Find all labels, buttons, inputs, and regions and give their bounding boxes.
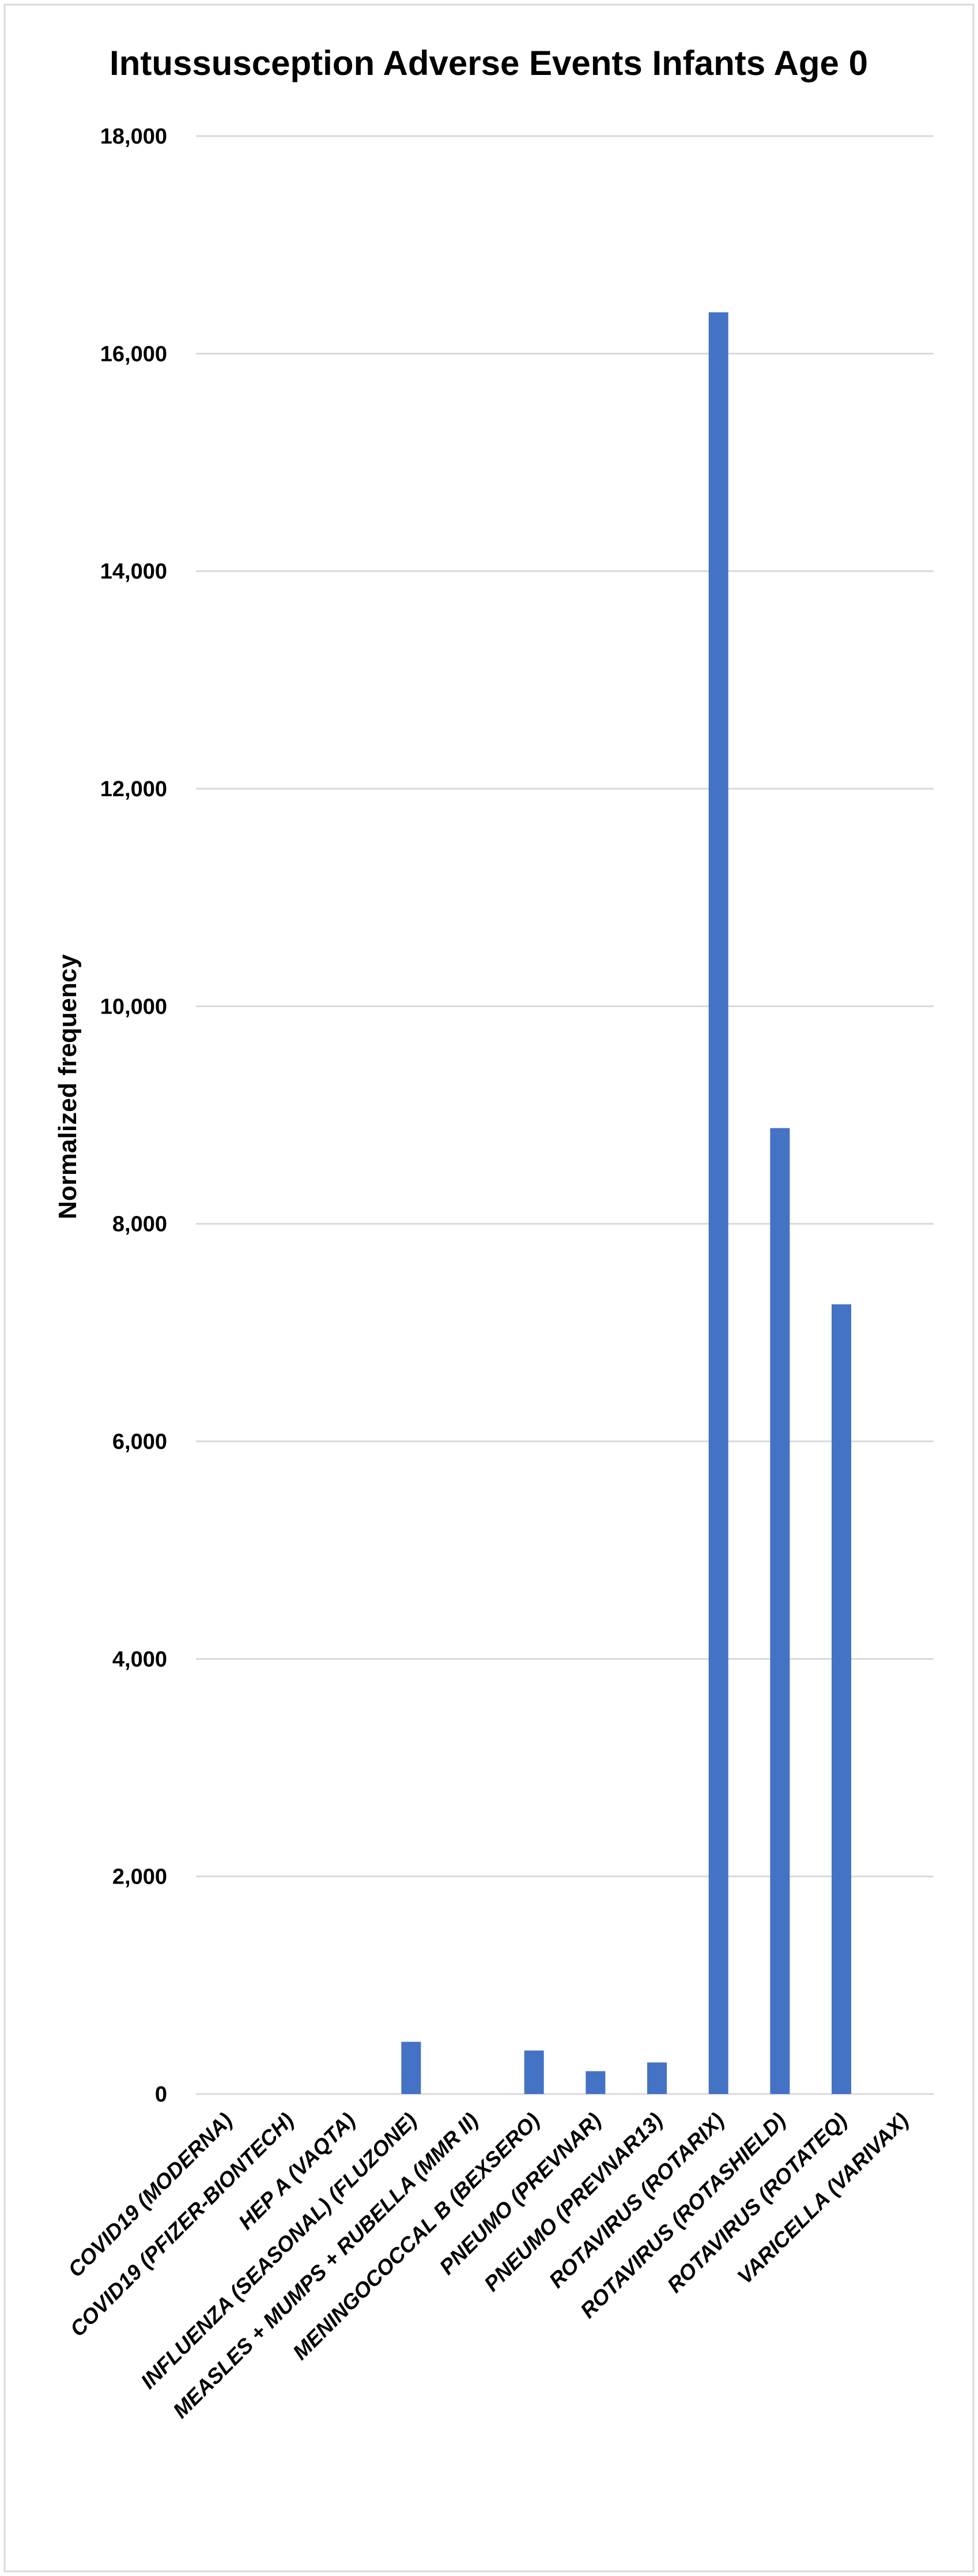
y-tick-label: 18,000 xyxy=(100,125,167,149)
bar xyxy=(770,1128,790,2094)
y-tick-label: 12,000 xyxy=(100,777,167,801)
y-tick-label: 10,000 xyxy=(100,995,167,1019)
y-axis-ticks: 0 2,000 4,000 6,000 8,000 10,000 12,000 14,000 1… xyxy=(100,125,167,2107)
y-tick-label: 2,000 xyxy=(112,1865,167,1889)
bar xyxy=(647,2062,667,2094)
chart-title: Intussusception Adverse Events Infants A… xyxy=(109,44,868,82)
bar xyxy=(524,2050,544,2094)
y-tick-label: 4,000 xyxy=(112,1647,167,1671)
bars xyxy=(401,312,851,2094)
y-tick-label: 8,000 xyxy=(112,1212,167,1237)
bar xyxy=(708,312,728,2094)
chart-border xyxy=(3,3,975,2573)
y-tick-label: 16,000 xyxy=(100,342,167,366)
y-tick-label: 14,000 xyxy=(100,560,167,584)
bar xyxy=(832,1304,851,2094)
bar xyxy=(586,2071,606,2094)
gridlines xyxy=(196,135,934,2095)
bar xyxy=(401,2042,421,2094)
y-tick-label: 0 xyxy=(155,2082,167,2107)
y-tick-label: 6,000 xyxy=(112,1430,167,1454)
y-axis-label: Normalized frequency xyxy=(54,954,82,1219)
